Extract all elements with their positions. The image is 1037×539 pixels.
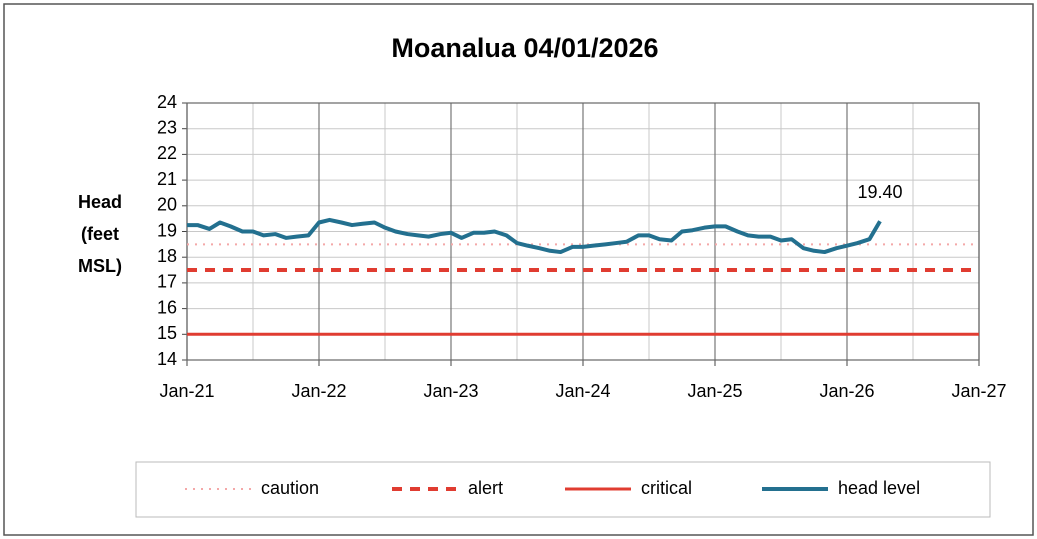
y-tick-label: 22 (157, 143, 177, 163)
annotation: 19.40 (857, 182, 902, 202)
legend-label: caution (261, 478, 319, 498)
y-tick-label: 20 (157, 195, 177, 215)
series-line (187, 217, 882, 255)
legend-label: alert (468, 478, 503, 498)
y-tick-label: 14 (157, 349, 177, 369)
chart-title: Moanalua 04/01/2026 (391, 33, 658, 63)
x-tick-label: Jan-21 (159, 381, 214, 401)
legend-box (135, 461, 991, 518)
x-tick-label: Jan-22 (291, 381, 346, 401)
y-tick-label: 24 (157, 92, 177, 112)
y-tick-label: 21 (157, 169, 177, 189)
y-axis-label: MSL) (78, 256, 122, 276)
x-tick-label: Jan-23 (423, 381, 478, 401)
x-tick-label: Jan-24 (555, 381, 610, 401)
y-tick-label: 17 (157, 272, 177, 292)
y-tick-label: 18 (157, 246, 177, 266)
y-tick-label: 19 (157, 220, 177, 240)
legend-label: critical (641, 478, 692, 498)
y-tick-label: 23 (157, 117, 177, 137)
y-tick-label: 15 (157, 323, 177, 343)
y-tick-label: 16 (157, 297, 177, 317)
y-axis-label: (feet (81, 224, 119, 244)
x-tick-label: Jan-27 (951, 381, 1006, 401)
plot-area (186, 102, 980, 361)
y-axis-label: Head (78, 192, 122, 212)
x-tick-label: Jan-26 (819, 381, 874, 401)
x-tick-label: Jan-25 (687, 381, 742, 401)
legend-label: head level (838, 478, 920, 498)
